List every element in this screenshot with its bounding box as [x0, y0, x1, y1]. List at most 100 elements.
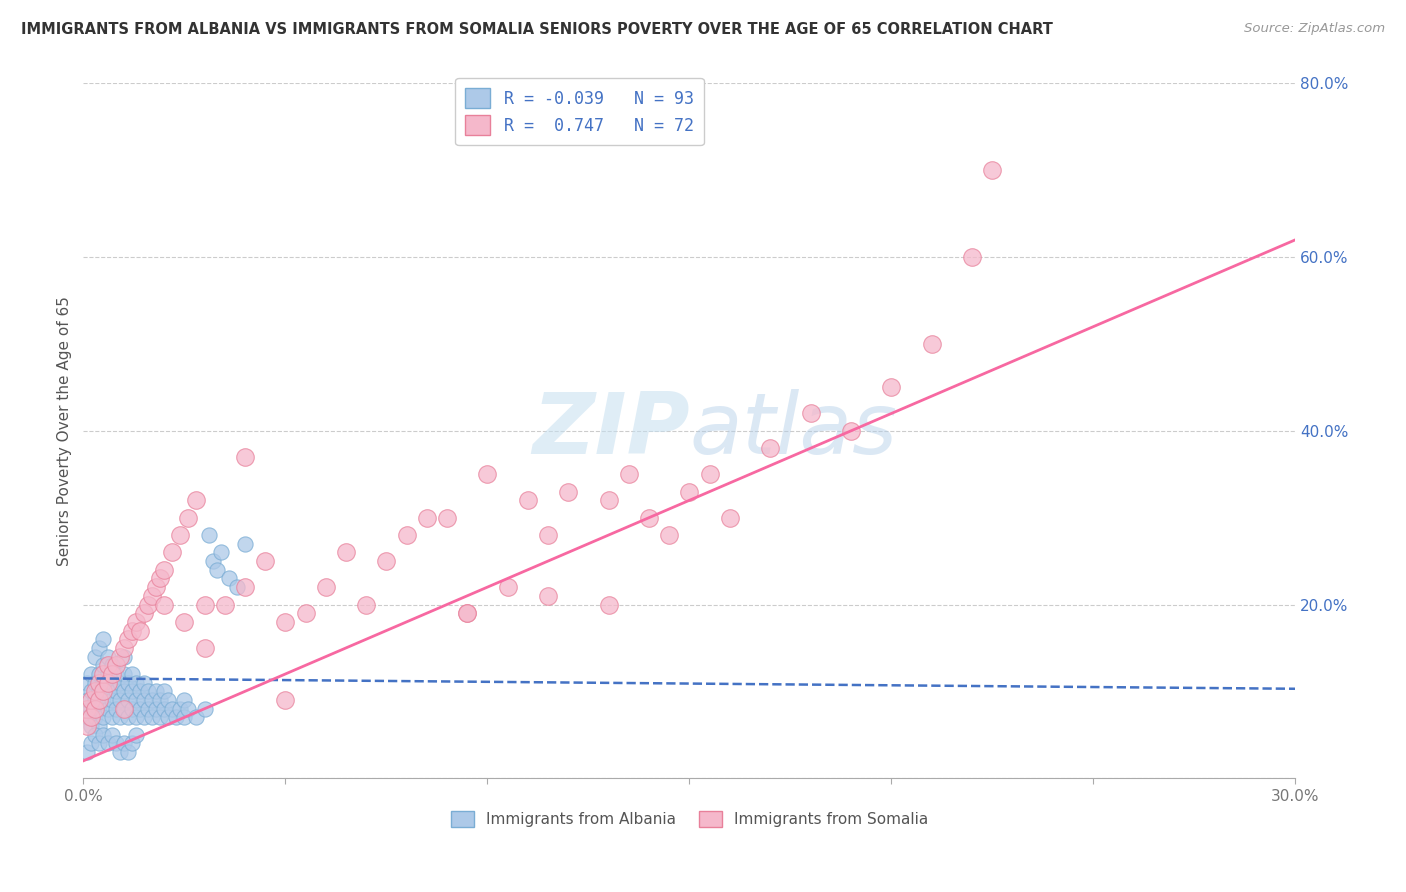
Point	[598, 493, 620, 508]
Point	[100, 693, 122, 707]
Point	[93, 632, 115, 647]
Point	[89, 667, 111, 681]
Point	[225, 580, 247, 594]
Point	[89, 737, 111, 751]
Point	[96, 737, 118, 751]
Point	[516, 493, 538, 508]
Point	[201, 554, 224, 568]
Point	[128, 684, 150, 698]
Point	[80, 702, 103, 716]
Point	[125, 728, 148, 742]
Point	[117, 675, 139, 690]
Point	[149, 572, 172, 586]
Point	[315, 580, 337, 594]
Point	[233, 580, 256, 594]
Point	[108, 649, 131, 664]
Point	[193, 640, 215, 655]
Text: ZIP: ZIP	[531, 389, 689, 473]
Point	[93, 693, 115, 707]
Point	[839, 424, 862, 438]
Point	[108, 710, 131, 724]
Point	[80, 710, 103, 724]
Point	[177, 702, 200, 716]
Point	[80, 684, 103, 698]
Point	[214, 598, 236, 612]
Point	[84, 728, 107, 742]
Point	[96, 702, 118, 716]
Point	[173, 693, 195, 707]
Point	[274, 693, 297, 707]
Point	[132, 606, 155, 620]
Point	[477, 467, 499, 482]
Point	[125, 675, 148, 690]
Point	[108, 745, 131, 759]
Point	[84, 702, 107, 716]
Point	[132, 675, 155, 690]
Point	[89, 702, 111, 716]
Point	[96, 649, 118, 664]
Point	[193, 598, 215, 612]
Point	[335, 545, 357, 559]
Point	[80, 667, 103, 681]
Point	[678, 484, 700, 499]
Point	[100, 667, 122, 681]
Point	[141, 589, 163, 603]
Point	[93, 684, 115, 698]
Point	[84, 684, 107, 698]
Point	[800, 407, 823, 421]
Point	[173, 615, 195, 629]
Point	[121, 667, 143, 681]
Point	[759, 441, 782, 455]
Point	[89, 693, 111, 707]
Point	[557, 484, 579, 499]
Point	[104, 658, 127, 673]
Point	[128, 624, 150, 638]
Point	[121, 684, 143, 698]
Text: Source: ZipAtlas.com: Source: ZipAtlas.com	[1244, 22, 1385, 36]
Point	[496, 580, 519, 594]
Point	[108, 675, 131, 690]
Point	[121, 624, 143, 638]
Text: atlas: atlas	[689, 389, 897, 473]
Point	[145, 702, 167, 716]
Point	[197, 528, 219, 542]
Point	[169, 702, 191, 716]
Point	[96, 658, 118, 673]
Legend: Immigrants from Albania, Immigrants from Somalia: Immigrants from Albania, Immigrants from…	[444, 805, 934, 833]
Point	[375, 554, 398, 568]
Point	[136, 598, 159, 612]
Point	[84, 649, 107, 664]
Point	[125, 710, 148, 724]
Point	[93, 667, 115, 681]
Point	[80, 719, 103, 733]
Point	[104, 667, 127, 681]
Point	[112, 640, 135, 655]
Point	[100, 728, 122, 742]
Point	[104, 684, 127, 698]
Point	[76, 710, 98, 724]
Text: IMMIGRANTS FROM ALBANIA VS IMMIGRANTS FROM SOMALIA SENIORS POVERTY OVER THE AGE : IMMIGRANTS FROM ALBANIA VS IMMIGRANTS FR…	[21, 22, 1053, 37]
Point	[165, 710, 187, 724]
Point	[93, 658, 115, 673]
Point	[104, 737, 127, 751]
Point	[112, 667, 135, 681]
Point	[160, 545, 183, 559]
Point	[132, 693, 155, 707]
Point	[112, 702, 135, 716]
Point	[658, 528, 681, 542]
Point	[84, 693, 107, 707]
Point	[80, 693, 103, 707]
Point	[153, 598, 176, 612]
Point	[436, 510, 458, 524]
Point	[456, 606, 478, 620]
Point	[157, 710, 180, 724]
Point	[100, 658, 122, 673]
Point	[294, 606, 316, 620]
Point	[193, 702, 215, 716]
Point	[598, 598, 620, 612]
Point	[125, 693, 148, 707]
Point	[254, 554, 277, 568]
Point	[112, 737, 135, 751]
Point	[209, 545, 232, 559]
Point	[76, 719, 98, 733]
